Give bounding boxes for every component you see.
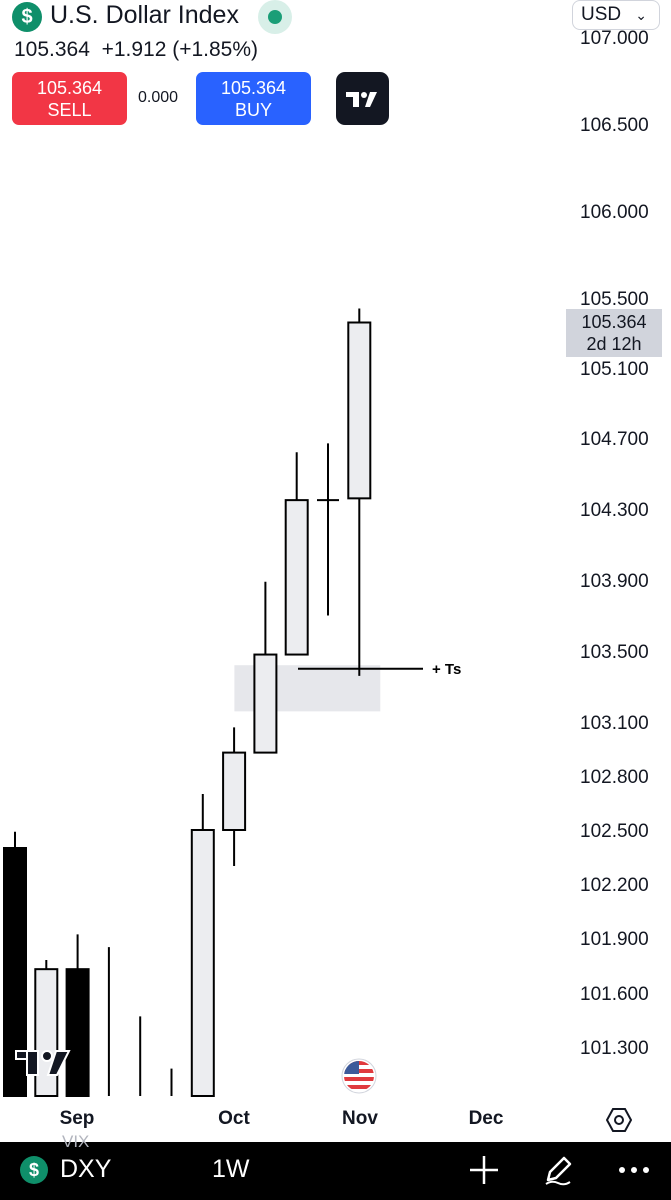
- last-price: 105.364: [581, 312, 647, 332]
- settings-icon[interactable]: [606, 1107, 632, 1133]
- candle: [347, 308, 372, 676]
- candle-body: [190, 829, 215, 1097]
- last-price-label: 105.364 2d 12h: [566, 309, 662, 357]
- candle-body: [253, 653, 278, 754]
- buy-label: BUY: [234, 99, 272, 120]
- buy-button[interactable]: 105.364 BUY: [196, 72, 311, 125]
- candle: [222, 727, 247, 866]
- candle: [284, 452, 309, 656]
- y-tick-label: 101.600: [580, 984, 649, 1005]
- y-tick-label: 102.200: [580, 875, 649, 896]
- candle: [190, 794, 215, 1097]
- candle-body: [222, 751, 247, 831]
- x-tick-label: Oct: [218, 1108, 250, 1129]
- annotation-layer: + Ts: [298, 661, 461, 678]
- candles-layer: [3, 308, 372, 1098]
- dollar-icon[interactable]: $: [12, 2, 42, 32]
- market-open-icon: [258, 0, 292, 34]
- y-tick-label: 106.500: [580, 115, 649, 136]
- x-tick-label: Dec: [468, 1108, 504, 1129]
- more-icon[interactable]: [614, 1152, 654, 1188]
- candle-body: [284, 499, 309, 656]
- candle-body: [3, 847, 27, 1097]
- candle-body: [34, 968, 59, 1098]
- y-tick-label: 104.300: [580, 500, 649, 521]
- y-tick-label: 103.100: [580, 713, 649, 734]
- y-tick-label: 102.500: [580, 821, 649, 842]
- tradingview-watermark-icon: [15, 1050, 71, 1076]
- sell-label: SELL: [47, 99, 92, 120]
- x-tick-label: Nov: [342, 1108, 378, 1129]
- candle: [317, 443, 339, 616]
- buy-price: 105.364: [220, 77, 287, 98]
- price-chart[interactable]: 107.000 106.500 106.000 105.500 105.100 104.7…: [0, 0, 671, 1098]
- y-tick-label: 101.300: [580, 1038, 649, 1059]
- y-axis: 107.000 106.500 106.000 105.500 105.100 104.7…: [580, 28, 649, 1059]
- dollar-icon[interactable]: $: [20, 1156, 48, 1184]
- sell-button[interactable]: 105.364 SELL: [12, 72, 127, 125]
- currency-select[interactable]: USD ⌄: [572, 0, 660, 30]
- y-tick-label: 102.800: [580, 767, 649, 788]
- x-tick-label: Sep: [59, 1108, 95, 1129]
- x-axis: Sep Oct Nov Dec: [0, 1098, 671, 1142]
- bottom-toolbar: $ DXY 1W: [0, 1142, 671, 1200]
- candle: [3, 831, 27, 1097]
- y-tick-label: 105.500: [580, 289, 649, 310]
- currency-value: USD: [581, 4, 622, 25]
- y-tick-label: 103.500: [580, 642, 649, 663]
- annotation-label: + Ts: [432, 661, 461, 678]
- plus-icon[interactable]: [466, 1152, 502, 1188]
- candle: [253, 581, 278, 754]
- spread-value: 0.000: [138, 89, 179, 106]
- candle: [65, 934, 90, 1098]
- bar-countdown: 2d 12h: [586, 334, 642, 354]
- symbol-button[interactable]: DXY: [60, 1155, 112, 1183]
- y-tick-label: 107.000: [580, 28, 649, 49]
- header: $ U.S. Dollar Index USD ⌄ 105.364 +1.912…: [0, 0, 671, 140]
- y-tick-label: 106.000: [580, 202, 649, 223]
- candle-body: [65, 968, 90, 1098]
- drawing-tools-icon[interactable]: [540, 1152, 576, 1188]
- y-tick-label: 101.900: [580, 929, 649, 950]
- candle: [139, 1016, 142, 1096]
- sell-price: 105.364: [36, 77, 103, 98]
- candle: [107, 947, 110, 1096]
- us-flag-icon[interactable]: [341, 1058, 377, 1094]
- quote-line: 105.364 +1.912 (+1.85%): [14, 38, 259, 61]
- y-tick-label: 105.100: [580, 359, 649, 380]
- interval-button[interactable]: 1W: [212, 1155, 250, 1183]
- candle-body: [347, 321, 372, 500]
- tradingview-logo-icon[interactable]: [336, 72, 389, 125]
- chevron-down-icon: ⌄: [635, 7, 647, 23]
- y-tick-label: 103.900: [580, 571, 649, 592]
- candle: [170, 1068, 173, 1096]
- y-tick-label: 104.700: [580, 429, 649, 450]
- vix-overlay-text: VIX: [62, 1132, 90, 1151]
- symbol-title[interactable]: U.S. Dollar Index: [50, 1, 239, 29]
